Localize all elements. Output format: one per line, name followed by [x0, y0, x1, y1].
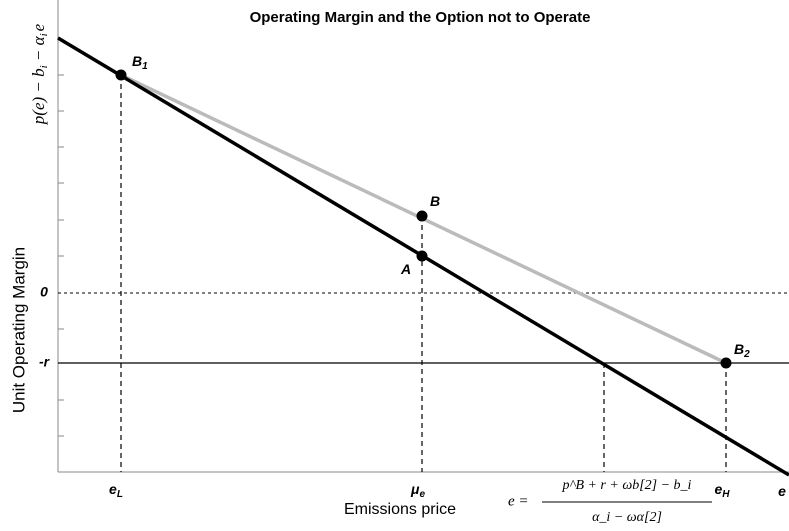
axis-ticks	[58, 39, 64, 437]
x-tick-label: eL	[109, 481, 123, 500]
formula-numerator: p^B + r + ωb[2] − b_i	[562, 478, 692, 493]
point-label: B2	[734, 341, 750, 360]
points	[115, 69, 732, 369]
point	[416, 210, 428, 222]
y-axis-label: Unit Operating Margin	[9, 247, 28, 413]
x-tick-label: eH	[714, 481, 730, 500]
point	[416, 250, 428, 262]
point-label: B1	[132, 53, 148, 72]
x-axis-label: Emissions price	[344, 501, 456, 518]
y-tick-label: -r	[39, 354, 51, 370]
x-tick-label: e	[778, 483, 786, 499]
point	[720, 357, 732, 369]
y-tick-label: 0	[40, 284, 48, 300]
point-label: B	[430, 193, 440, 209]
title: Operating Margin and the Option not to O…	[250, 9, 591, 26]
formula-lhs: e =	[508, 493, 529, 509]
x-tick-label: μe	[410, 481, 425, 500]
point-label: A	[400, 261, 411, 277]
point	[115, 69, 127, 81]
formula-denominator: α_i − ωα[2]	[592, 510, 662, 525]
drop-lines	[120, 75, 727, 472]
y-formula: p(e) − bi − αie	[29, 23, 50, 125]
